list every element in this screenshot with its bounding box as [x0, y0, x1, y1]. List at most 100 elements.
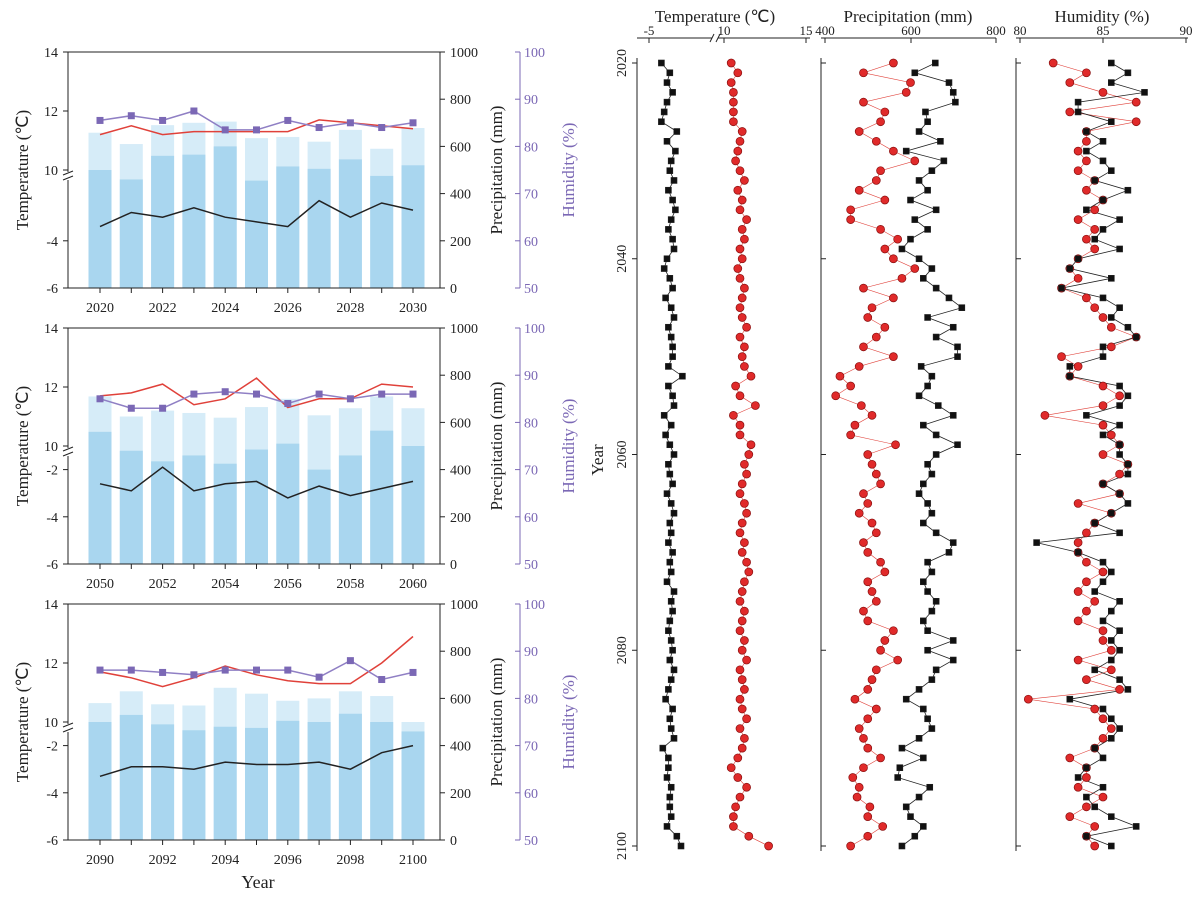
precipitation-total-profile-point — [954, 343, 961, 351]
y-axis-title-humidity: Humidity (%) — [559, 675, 578, 770]
humidity-tick-label: 50 — [524, 834, 538, 849]
humidity-observed-profile-point — [1124, 392, 1132, 400]
precipitation-total-profile-point — [915, 177, 923, 184]
min-temperature-profile-point — [667, 783, 675, 791]
left-tick-label: 12 — [44, 105, 58, 120]
min-temperature-profile-point — [666, 656, 674, 664]
humidity-tick-label: 80 — [524, 416, 538, 431]
precipitation-total-profile-point — [924, 588, 931, 595]
humidity-simulated-profile-point — [1048, 58, 1058, 68]
precipitation-total-profile-point — [920, 617, 927, 625]
axis-break-mark — [715, 33, 721, 43]
min-temperature-profile-point — [666, 167, 674, 174]
y-axis-title-humidity: Humidity (%) — [559, 399, 578, 494]
min-temperature-profile-point — [667, 216, 675, 223]
max-temperature-profile-point — [737, 704, 747, 714]
max-temperature-profile-point — [742, 469, 751, 479]
humidity-simulated-profile-point — [1090, 244, 1100, 254]
precipitation-total-profile-point — [898, 744, 906, 752]
humidity-observed-profile-point — [1116, 725, 1123, 732]
max-temperature-profile-point — [744, 567, 754, 577]
x-tick-label: 2094 — [211, 853, 239, 868]
min-temperature-profile-point — [663, 578, 671, 586]
min-temperature-profile-point — [660, 412, 668, 419]
y-axis-title-precipitation: Precipitation (mm) — [487, 658, 506, 787]
min-temperature-line — [99, 466, 414, 499]
panel-2050-2060: 14 12 10 -2 -4 -6 1000 800 600 400 200 0 100 90 80 70 60… — [13, 322, 578, 592]
humidity-observed-profile-point — [1108, 79, 1115, 86]
humidity-point — [96, 395, 104, 403]
precipitation-total-profile-point — [940, 157, 948, 165]
max-temperature-profile-point — [726, 58, 736, 68]
humidity-observed-profile-point — [1099, 558, 1107, 566]
min-temperature-profile-point — [667, 813, 675, 820]
humidity-observed-profile-point — [1099, 617, 1107, 625]
precipitation-total-profile-point — [949, 323, 957, 331]
humidity-point — [127, 666, 135, 674]
max-temperature-profile-point — [737, 518, 747, 528]
precipitation-total-profile-point — [907, 196, 914, 204]
min-temperature-profile-point — [660, 265, 668, 272]
max-temperature-profile-point — [740, 283, 749, 293]
precipitation-total-profile-point — [932, 431, 940, 439]
min-temperature-profile-point — [665, 764, 672, 772]
humidity-point — [378, 390, 386, 398]
precipitation-base-profile-point — [846, 215, 856, 224]
min-temperature-line — [99, 744, 414, 778]
max-temperature-profile-point — [729, 88, 738, 97]
max-temperature-profile-point — [737, 352, 747, 361]
min-temperature-profile-point — [665, 754, 672, 762]
humidity-simulated-profile-point — [1082, 675, 1091, 684]
humidity-point — [253, 666, 260, 674]
precipitation-base-profile-point — [910, 156, 920, 166]
humidity-observed-profile-point — [1099, 343, 1107, 351]
precipitation-total-profile-point — [928, 470, 936, 478]
min-temperature-profile-point — [669, 196, 676, 204]
max-temperature-profile-point — [742, 508, 751, 518]
max-temperature-profile-point — [735, 244, 745, 254]
humidity-point — [159, 668, 167, 676]
precipitation-total-profile-point — [907, 235, 914, 243]
precip-base-bar — [307, 469, 331, 564]
humidity-observed-profile-point — [1108, 715, 1115, 723]
min-temperature-profile-point — [669, 284, 676, 292]
humidity-point — [159, 404, 167, 412]
humidity-observed-profile-point — [1108, 607, 1115, 615]
year-tick-label: 2100 — [615, 832, 630, 860]
max-temperature-profile-point — [726, 78, 736, 87]
humidity-simulated-profile-point — [1082, 185, 1091, 195]
max-temperature-profile-point — [731, 802, 740, 812]
precipitation-total-profile-point — [924, 646, 931, 654]
humidity-tick-label: 50 — [524, 282, 538, 297]
panel-2090-2100: 14 12 10 -2 -4 -6 1000 800 600 400 200 0 100 90 80 70 60… — [13, 598, 578, 892]
min-temperature-profile-point — [670, 509, 678, 517]
precipitation-base-profile-point — [859, 538, 868, 547]
left-tick-label: 10 — [44, 716, 58, 731]
humidity-observed-profile-point — [1083, 412, 1090, 419]
precipitation-base-profile-point — [880, 195, 890, 205]
min-temperature-profile-point — [662, 431, 669, 439]
humidity-observed-profile-point — [1066, 363, 1074, 370]
precipitation-total-profile-point — [952, 98, 959, 106]
axis-break-gap — [64, 172, 72, 180]
x-tick-label: 2020 — [86, 301, 114, 316]
max-temperature-profile-point — [729, 97, 738, 107]
humidity-observed-profile-point — [1083, 764, 1090, 772]
min-temperature-profile-point — [665, 686, 672, 693]
max-temperature-profile-point — [735, 391, 745, 401]
precipitation-base-profile-point — [859, 763, 868, 773]
precip-base-bar — [276, 720, 300, 840]
min-temperature-profile-point — [667, 568, 675, 576]
precipitation-total-profile-point — [902, 803, 910, 811]
y-axis-title-temperature: Temperature (℃) — [13, 662, 32, 782]
humidity-point — [378, 676, 386, 684]
humidity-simulated-profile-point — [1098, 733, 1108, 743]
humidity-simulated-profile-point — [1098, 714, 1108, 724]
max-temperature-profile-point — [740, 234, 749, 244]
precipitation-base-profile-point — [876, 645, 885, 655]
min-temperature-profile-point — [663, 823, 671, 830]
min-temperature-profile-point — [670, 177, 678, 184]
min-temperature-profile-point — [660, 108, 668, 116]
humidity-simulated-profile-point — [1106, 724, 1116, 733]
humidity-simulated-profile-point — [1065, 78, 1075, 87]
